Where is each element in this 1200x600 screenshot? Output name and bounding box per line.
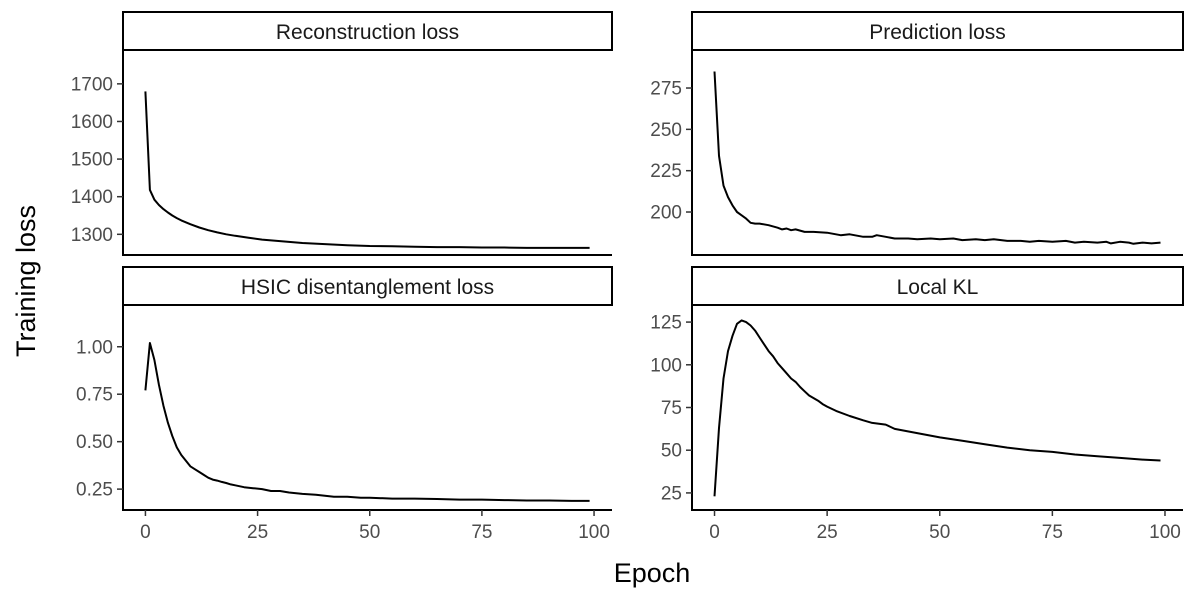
- y-tick-label: 1.00: [76, 337, 113, 358]
- x-tick-label: 25: [817, 522, 838, 543]
- series-line: [713, 319, 1161, 497]
- y-axis-ticks: 0.25 0.50 0.75 1.00: [76, 337, 123, 501]
- x-axis-title: Epoch: [614, 558, 691, 588]
- y-tick-label: 50: [661, 441, 682, 462]
- y-tick-label: 100: [650, 355, 682, 376]
- panel-title: Local KL: [897, 276, 979, 299]
- panel-reconstruction-loss: Reconstruction loss 1300 1400 1500 1600 1700: [71, 11, 613, 256]
- y-tick-label: 1600: [71, 112, 113, 133]
- y-tick-label: 1700: [71, 74, 113, 95]
- panel-title: HSIC disentanglement loss: [241, 276, 494, 299]
- y-tick-label: 125: [650, 313, 682, 334]
- series-line: [144, 91, 590, 249]
- panel-local-kl: Local KL 25 50 75 100 125 0 25 50 75 100: [650, 266, 1184, 543]
- y-tick-label: 0.50: [76, 432, 113, 453]
- panel-prediction-loss: Prediction loss 200 225 250 275: [650, 11, 1184, 256]
- y-tick-label: 250: [650, 120, 682, 141]
- panel-strip: [691, 266, 1184, 306]
- y-tick-label: 0.75: [76, 385, 113, 406]
- y-tick-label: 0.25: [76, 480, 113, 501]
- panel-strip: [691, 11, 1184, 51]
- panel-strip: [122, 266, 613, 306]
- y-tick-label: 25: [661, 483, 682, 504]
- y-tick-label: 1300: [71, 225, 113, 246]
- x-tick-label: 0: [140, 522, 151, 543]
- y-tick-label: 275: [650, 79, 682, 100]
- y-tick-label: 200: [650, 203, 682, 224]
- panel-strip: [122, 11, 613, 51]
- panel-title: Prediction loss: [869, 21, 1006, 44]
- x-tick-label: 50: [359, 522, 380, 543]
- x-axis-ticks: 0 25 50 75 100: [709, 510, 1181, 543]
- y-tick-label: 75: [661, 398, 682, 419]
- x-tick-label: 50: [929, 522, 950, 543]
- x-tick-label: 75: [1042, 522, 1063, 543]
- panel-title: Reconstruction loss: [276, 21, 459, 44]
- x-axis-ticks: 0 25 50 75 100: [140, 510, 610, 543]
- y-tick-label: 225: [650, 161, 682, 182]
- panel-hsic-disentanglement-loss: HSIC disentanglement loss 0.25 0.50 0.75 1.…: [76, 266, 613, 543]
- y-axis-ticks: 25 50 75 100 125: [650, 313, 692, 504]
- y-axis-ticks: 200 225 250 275: [650, 79, 692, 224]
- y-axis-title: Training loss: [11, 205, 41, 357]
- y-axis-ticks: 1300 1400 1500 1600 1700: [71, 74, 123, 246]
- series-line: [144, 342, 590, 502]
- y-tick-label: 1500: [71, 150, 113, 171]
- x-tick-label: 25: [247, 522, 268, 543]
- x-tick-label: 75: [471, 522, 492, 543]
- y-tick-label: 1400: [71, 187, 113, 208]
- series-line: [713, 71, 1161, 245]
- x-tick-label: 100: [578, 522, 610, 543]
- x-tick-label: 100: [1149, 522, 1181, 543]
- x-tick-label: 0: [709, 522, 720, 543]
